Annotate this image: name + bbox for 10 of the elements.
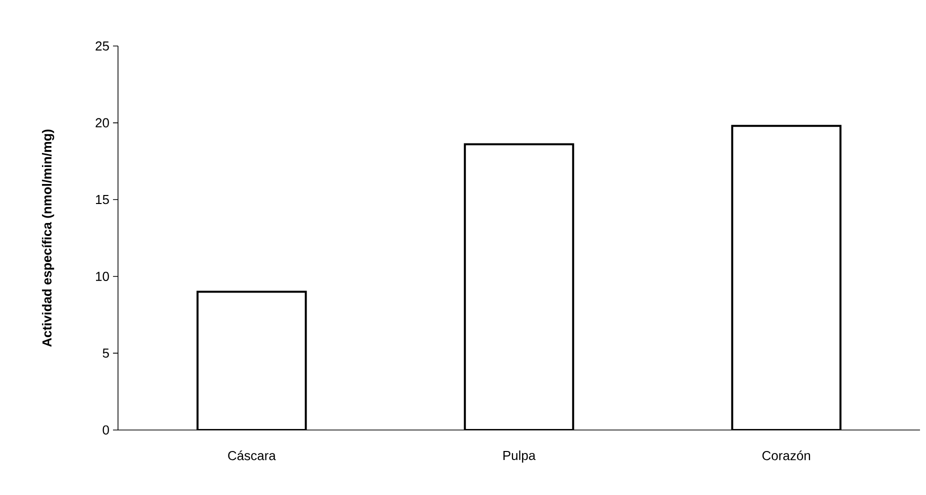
y-tick-label: 15 (96, 195, 109, 204)
x-tick-label: Cáscara (228, 450, 276, 460)
y-axis-title: Actividad específica (nmol/min/mg) (42, 130, 54, 347)
y-tick-label: 10 (96, 272, 109, 281)
x-tick-label: Corazón (762, 450, 810, 460)
y-tick-label: 20 (96, 118, 109, 128)
y-tick-label: 0 (102, 425, 109, 435)
y-tick-label: 5 (102, 348, 109, 358)
y-tick-label: 25 (96, 41, 109, 51)
x-tick-label: Pulpa (503, 450, 536, 463)
